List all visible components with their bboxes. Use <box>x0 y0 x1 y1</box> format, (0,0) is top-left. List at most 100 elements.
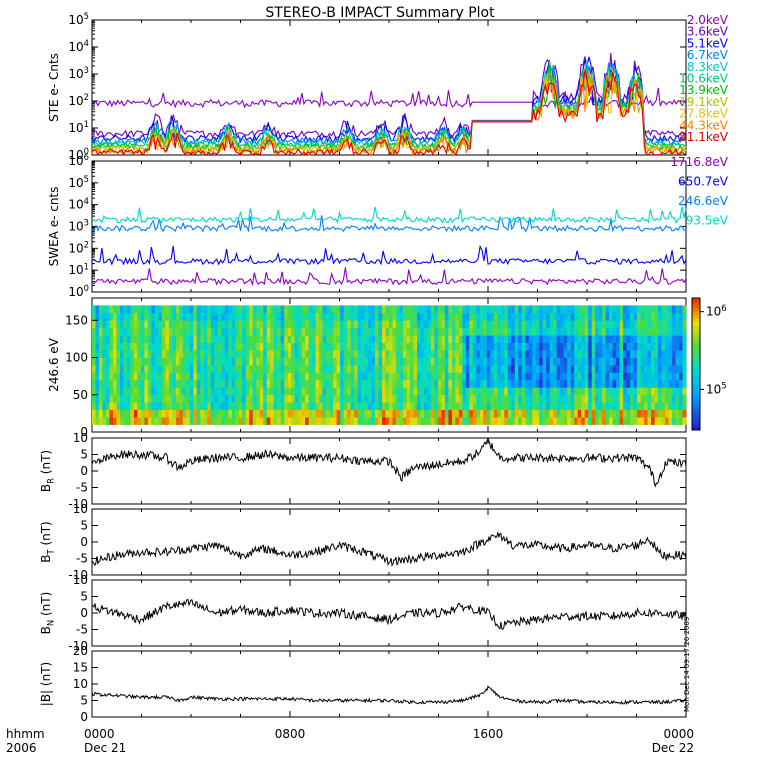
pad-heatmap-cell <box>462 312 467 321</box>
pad-heatmap-cell <box>179 417 184 425</box>
pad-heatmap-cell <box>542 312 547 321</box>
pad-heatmap-cell <box>500 417 505 425</box>
pad-heatmap-cell <box>245 350 250 358</box>
pad-heatmap-cell <box>120 312 124 321</box>
pad-heatmap-cell <box>399 409 404 418</box>
pad-heatmap-cell <box>256 379 261 388</box>
pad-ytick-label: 0 <box>80 425 88 439</box>
pad-heatmap-cell <box>675 394 680 403</box>
pad-heatmap-cell <box>235 409 240 418</box>
pad-heatmap-cell <box>679 409 683 418</box>
pad-heatmap-cell <box>682 350 687 358</box>
pad-heatmap-cell <box>472 342 477 351</box>
pad-heatmap-cell <box>137 372 142 381</box>
pad-heatmap-cell <box>214 402 219 410</box>
pad-heatmap-cell <box>472 327 477 336</box>
pad-heatmap-cell <box>626 357 631 366</box>
pad-heatmap-cell <box>549 320 554 329</box>
pad-heatmap-cell <box>591 417 596 425</box>
pad-heatmap-cell <box>385 417 390 425</box>
pad-heatmap-cell <box>556 379 561 388</box>
pad-heatmap-cell <box>175 372 180 381</box>
pad-heatmap-cell <box>493 372 498 381</box>
pad-heatmap-cell <box>364 342 369 351</box>
pad-heatmap-cell <box>193 357 198 366</box>
pad-heatmap-cell <box>570 327 575 336</box>
pad-heatmap-cell <box>298 387 303 396</box>
pad-heatmap-cell <box>616 417 620 425</box>
pad-heatmap-cell <box>637 402 641 410</box>
pad-heatmap-cell <box>417 365 421 373</box>
pad-heatmap-cell <box>175 394 180 403</box>
pad-heatmap-cell <box>479 372 484 381</box>
pad-heatmap-cell <box>357 365 362 373</box>
pad-heatmap-cell <box>326 312 330 321</box>
pad-heatmap-cell <box>553 387 558 396</box>
pad-heatmap-cell <box>679 320 683 329</box>
pad-heatmap-cell <box>389 379 393 388</box>
pad-heatmap-cell <box>682 357 687 366</box>
pad-heatmap-cell <box>658 350 662 358</box>
pad-heatmap-cell <box>504 409 509 418</box>
pad-heatmap-cell <box>361 365 365 373</box>
pad-heatmap-cell <box>364 409 369 418</box>
pad-heatmap-cell <box>357 312 362 321</box>
bt-ylabel: BT (nT) <box>39 521 56 562</box>
pad-heatmap-cell <box>228 342 233 351</box>
pad-heatmap-cell <box>326 379 330 388</box>
pad-heatmap-cell <box>396 417 400 425</box>
pad-heatmap-cell <box>238 409 243 418</box>
pad-heatmap-cell <box>497 417 502 425</box>
pad-heatmap-cell <box>553 402 558 410</box>
pad-heatmap-cell <box>193 365 198 373</box>
pad-heatmap-cell <box>640 379 645 388</box>
pad-heatmap-cell <box>417 335 421 343</box>
pad-heatmap-cell <box>588 372 593 381</box>
pad-heatmap-cell <box>668 379 673 388</box>
pad-heatmap-cell <box>147 379 152 388</box>
pad-heatmap-cell <box>423 379 428 388</box>
pad-heatmap-cell <box>476 357 481 366</box>
pad-heatmap-cell <box>623 365 627 373</box>
pad-heatmap-cell <box>280 350 285 358</box>
pad-heatmap-cell <box>444 357 449 366</box>
pad-heatmap-cell <box>465 394 470 403</box>
pad-heatmap-cell <box>109 342 114 351</box>
pad-heatmap-cell <box>154 350 159 358</box>
colorbar-cell <box>692 350 700 355</box>
pad-heatmap-cell <box>371 409 376 418</box>
pad-heatmap-cell <box>570 335 575 343</box>
pad-heatmap-cell <box>563 394 568 403</box>
pad-heatmap-cell <box>633 320 638 329</box>
pad-heatmap-cell <box>123 394 128 403</box>
br-ylabel: BR (nT) <box>39 450 56 492</box>
pad-heatmap-cell <box>430 394 435 403</box>
pad-heatmap-cell <box>298 409 303 418</box>
pad-heatmap-cell <box>539 372 544 381</box>
pad-heatmap-cell <box>661 372 666 381</box>
pad-heatmap-cell <box>106 312 110 321</box>
pad-heatmap-cell <box>378 417 383 425</box>
pad-heatmap-cell <box>106 394 110 403</box>
pad-heatmap-cell <box>308 335 313 343</box>
pad-heatmap-cell <box>441 335 446 343</box>
pad-heatmap-cell <box>364 394 369 403</box>
pad-heatmap-cell <box>308 312 313 321</box>
pad-heatmap-cell <box>430 372 435 381</box>
pad-heatmap-cell <box>430 417 435 425</box>
pad-heatmap-cell <box>483 305 488 314</box>
pad-heatmap-cell <box>186 335 191 343</box>
pad-heatmap-cell <box>336 372 341 381</box>
pad-heatmap-cell <box>322 379 327 388</box>
pad-heatmap-cell <box>644 305 648 314</box>
pad-heatmap-cell <box>140 305 145 314</box>
pad-heatmap-cell <box>423 402 428 410</box>
pad-heatmap-cell <box>542 342 547 351</box>
pad-heatmap-cell <box>371 312 376 321</box>
pad-heatmap-cell <box>347 320 351 329</box>
pad-heatmap-cell <box>469 402 474 410</box>
pad-heatmap-cell <box>161 402 166 410</box>
ste-series-5.1keV <box>91 56 687 144</box>
pad-heatmap-cell <box>417 312 421 321</box>
pad-heatmap-cell <box>546 402 551 410</box>
